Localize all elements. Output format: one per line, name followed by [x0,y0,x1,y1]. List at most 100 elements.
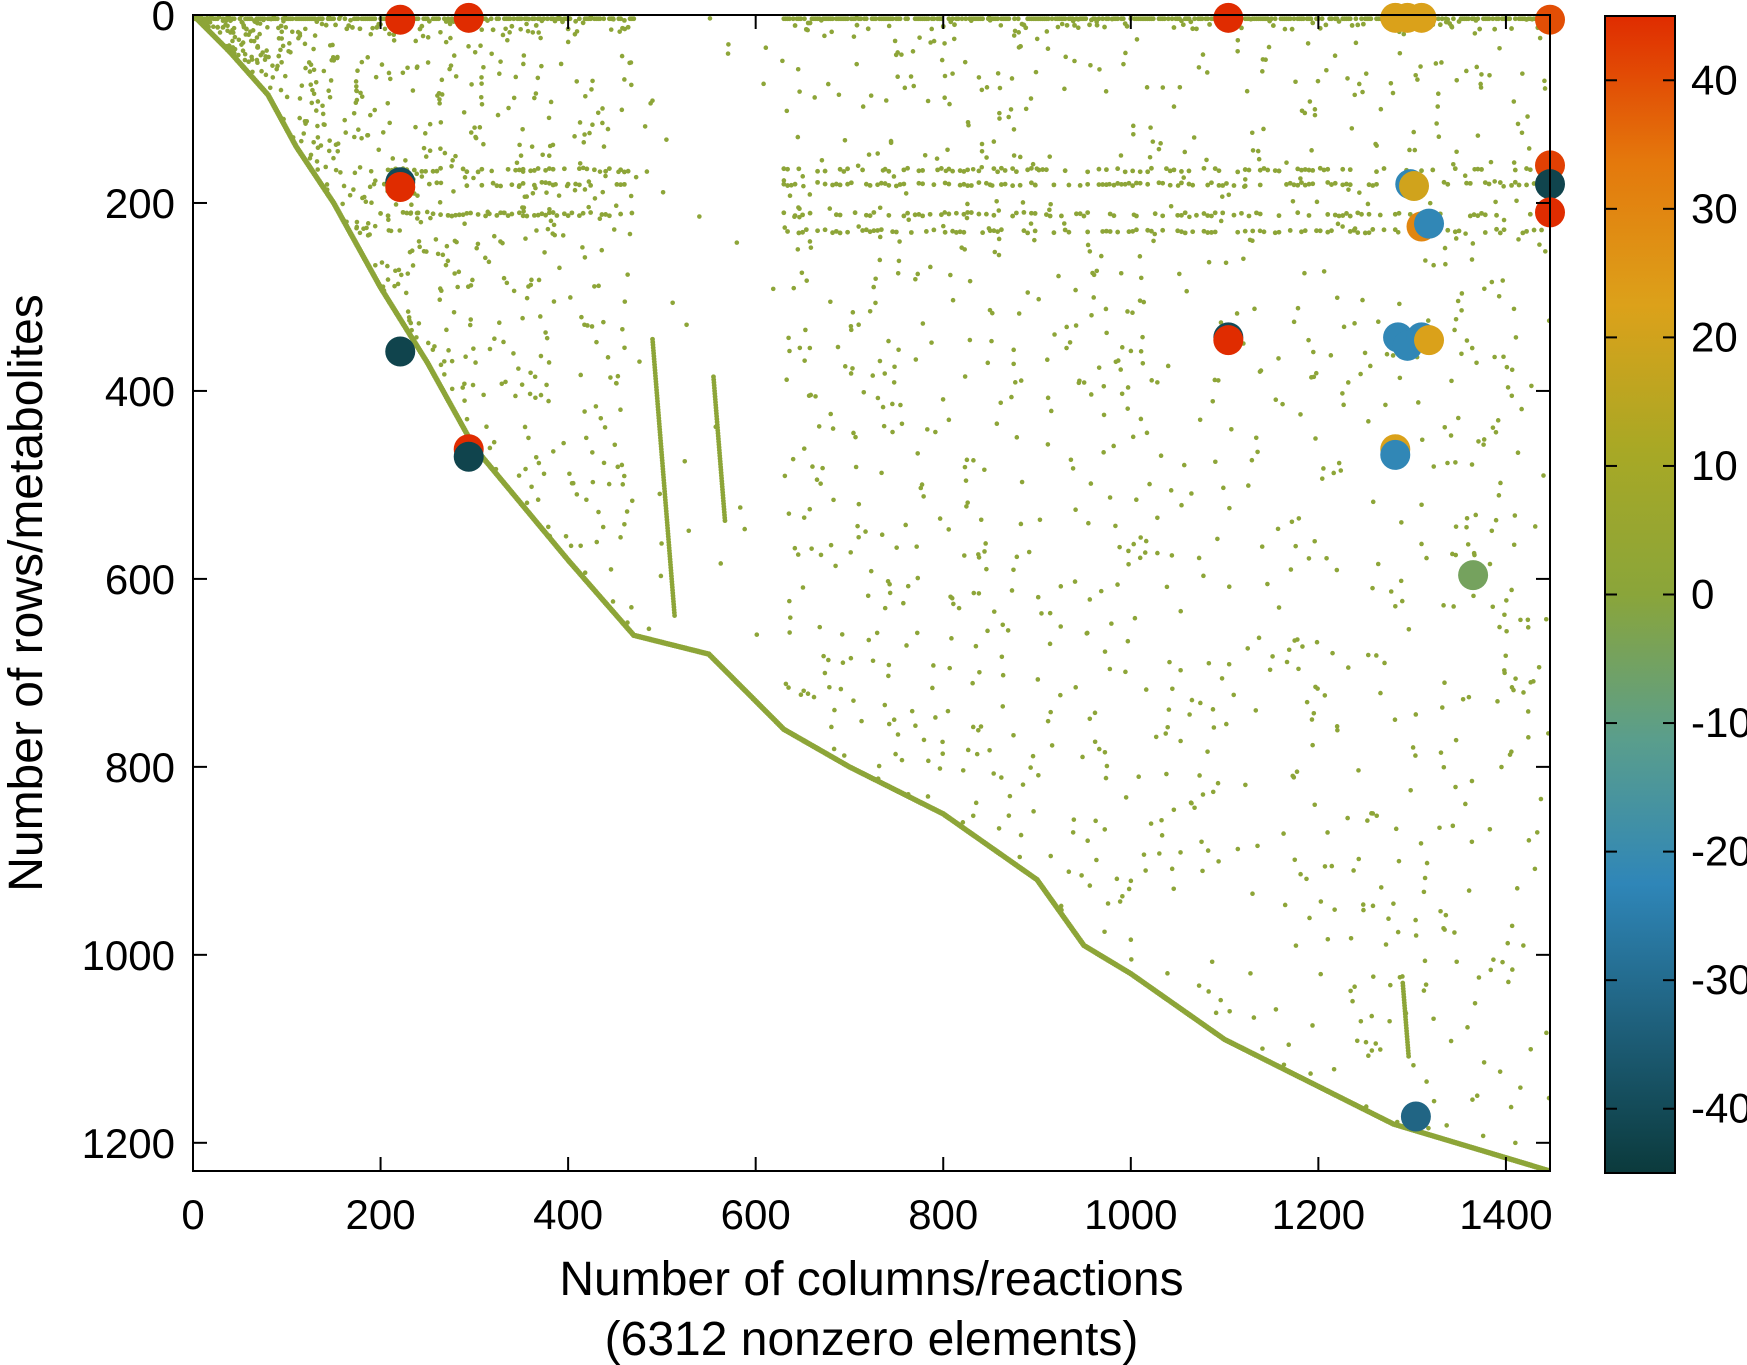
sparsity-point [231,25,237,31]
sparsity-point [385,277,391,282]
sparsity-point [1015,16,1021,22]
sparsity-point [613,380,619,386]
sparsity-point [1276,356,1281,361]
sparsity-point [516,184,522,190]
sparsity-point [1290,198,1296,204]
sparsity-point [430,347,436,353]
sparsity-point [964,215,970,221]
sparsity-point [1150,139,1156,144]
sparsity-point [1249,457,1255,463]
sparsity-point [1164,771,1169,777]
sparsity-point [354,219,360,225]
sparsity-point [475,241,481,247]
sparsity-point [576,182,582,188]
sparsity-point [1482,212,1488,218]
sparsity-point [610,599,616,604]
sparsity-point [385,167,391,173]
sparsity-point [1368,16,1374,22]
sparsity-point [1365,652,1371,658]
sparsity-point [405,309,411,314]
sparsity-point [1334,295,1340,301]
sparsity-point [338,170,343,175]
sparsity-point [1312,802,1318,808]
sparsity-point [1081,213,1087,219]
sparsity-point [1118,367,1124,372]
sparsity-point [1275,526,1281,532]
sparsity-point [886,338,891,344]
sparsity-point [1062,227,1068,233]
sparsity-point [567,471,572,477]
sparsity-point [1465,1025,1470,1030]
sparsity-point [785,183,790,188]
sparsity-point [1281,1062,1287,1068]
sparsity-point [1168,488,1174,493]
sparsity-point [1179,18,1184,24]
sparsity-point [962,247,967,252]
sparsity-point [445,258,451,264]
sparsity-point [815,228,820,234]
sparsity-point [1130,228,1136,234]
sparsity-point [1175,183,1181,188]
sparsity-point [787,630,792,635]
sparsity-point [1348,988,1353,994]
sparsity-point [1117,544,1122,550]
sparsity-point [942,73,948,79]
sparsity-point [976,75,982,80]
sparsity-point [657,491,663,497]
sparsity-point [1490,425,1496,430]
sparsity-point [597,169,603,174]
sparsity-point [1300,16,1306,22]
sparsity-point [1324,555,1329,561]
sparsity-point [1223,260,1229,266]
sparsity-point [1072,579,1078,584]
sparsity-point [1378,690,1383,696]
sparsity-point [326,148,332,154]
sparsity-point [890,429,895,435]
sparsity-point [799,270,805,276]
sparsity-point [950,71,955,76]
sparsity-point [435,251,441,257]
sparsity-point [1032,228,1038,234]
sparsity-point [1353,40,1359,46]
sparsity-point [1477,26,1483,32]
sparsity-point [278,87,284,93]
sparsity-point [833,212,839,218]
sparsity-point [524,500,530,506]
sparsity-point [999,654,1005,660]
sparsity-point [1021,228,1027,234]
sparsity-point [590,78,595,84]
sparsity-point [1383,402,1388,408]
sparsity-point [1329,863,1335,869]
sparsity-point [842,364,848,369]
sparsity-point [829,29,834,35]
sparsity-point [460,166,466,172]
sparsity-point [1257,211,1263,217]
sparsity-point [866,637,872,643]
sparsity-point [1201,165,1207,171]
sparsity-point [1499,764,1504,770]
sparsity-point [207,16,213,22]
sparsity-point [544,382,549,388]
sparsity-point [463,354,468,360]
sparsity-point [513,393,518,399]
sparsity-point [815,179,820,185]
sparsity-point [1210,789,1216,795]
sparsity-point [1067,340,1073,345]
sparsity-point [851,698,856,703]
sparsity-point [1511,542,1517,548]
sparsity-point [543,330,548,335]
sparsity-point [519,382,525,387]
sparsity-point [1008,107,1014,112]
sparsity-point [362,194,367,200]
sparsity-point [281,18,286,24]
sparsity-point [803,227,809,233]
highlight-point [385,4,416,35]
sparsity-point [1025,290,1031,295]
sparsity-point [462,398,467,403]
sparsity-point [405,65,410,71]
sparsity-point [1369,1013,1375,1019]
sparsity-point [851,430,856,436]
sparsity-point [996,236,1002,242]
sparsity-point [1373,141,1378,147]
sparsity-point [1231,183,1237,188]
